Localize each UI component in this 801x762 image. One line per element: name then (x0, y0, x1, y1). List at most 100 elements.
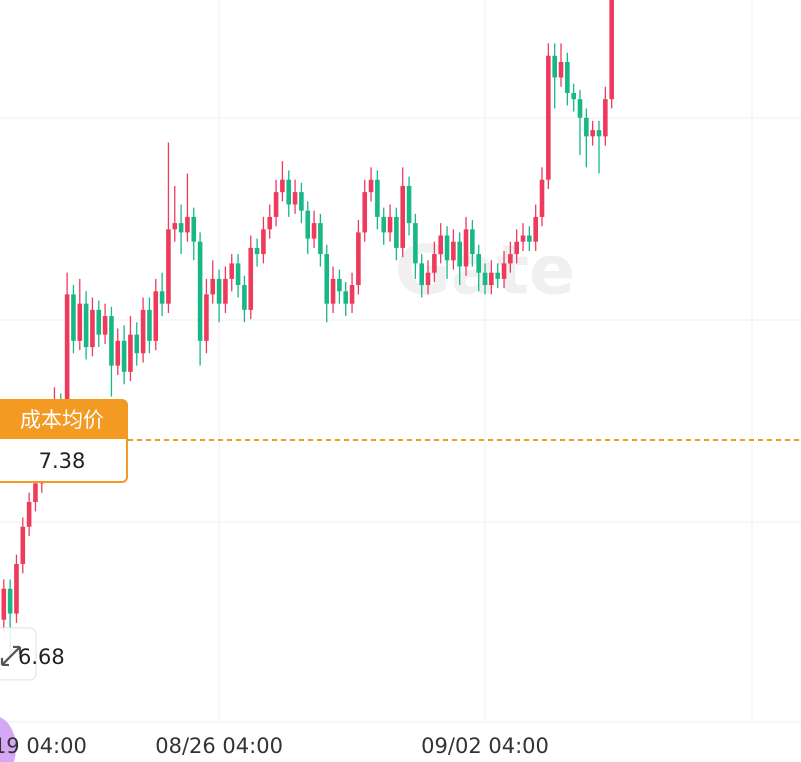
expand-icon (0, 645, 22, 667)
candle-body (172, 223, 178, 230)
candle-body (463, 229, 469, 267)
candle-body (539, 179, 545, 217)
candle-body (64, 294, 70, 419)
cost-label: 成本均价 (20, 408, 104, 432)
candle-body (121, 340, 127, 372)
candle-body (286, 179, 292, 205)
candle-body (77, 303, 83, 341)
candle-body (280, 179, 285, 193)
candle-body (115, 340, 121, 366)
candle-body (425, 272, 431, 286)
candle-body (330, 278, 336, 304)
candle-body (204, 294, 209, 341)
candle-body (489, 272, 494, 286)
candle-body (609, 0, 614, 100)
candle-body (508, 254, 513, 264)
candle-body (273, 192, 279, 217)
candle-body (140, 309, 146, 354)
candle-body (311, 223, 317, 239)
candle-body (159, 291, 165, 304)
candle-body (109, 316, 114, 366)
candle-body (242, 285, 247, 310)
candle-body (577, 99, 583, 118)
candle-body (33, 483, 38, 502)
candle-body (394, 216, 399, 248)
candle-body (254, 247, 260, 255)
candle-body (444, 235, 450, 261)
candle-body (166, 229, 171, 304)
candle-body (375, 179, 380, 217)
candle-body (470, 229, 475, 255)
candle-body (20, 526, 26, 564)
candle-body (324, 254, 330, 304)
candle-body (102, 316, 108, 335)
candle-body (387, 216, 393, 233)
candle-body (476, 254, 482, 273)
candle-body (235, 263, 241, 286)
candle-body (413, 223, 418, 264)
low-marker-value: 6.68 (18, 645, 65, 669)
candle-body (229, 263, 235, 279)
candle-body (7, 588, 13, 614)
candle-body (153, 291, 159, 341)
x-tick-label: 08/26 04:00 (155, 734, 283, 758)
candle-body (520, 235, 526, 242)
candle-body (527, 235, 532, 242)
x-tick-label: 09/02 04:00 (421, 734, 549, 758)
candle-body (349, 285, 355, 304)
avatar-blob (0, 717, 16, 762)
candle-body (584, 117, 589, 137)
candle-body (292, 192, 298, 205)
candle-body (318, 223, 323, 255)
candle-body (26, 501, 32, 527)
candle-body (337, 278, 342, 292)
candle-body (565, 61, 570, 93)
candle-body (451, 241, 456, 261)
candle-body (83, 303, 89, 348)
candle-body (495, 272, 500, 279)
candle-body (571, 92, 576, 100)
candle-body (305, 210, 311, 239)
x-tick-label: 08/19 04:00 (0, 734, 87, 758)
candle-body (552, 55, 557, 78)
candle-body (223, 278, 228, 304)
candle-body (362, 192, 368, 233)
candle-body (356, 232, 361, 286)
candle-body (381, 216, 387, 233)
candle-body (178, 223, 184, 233)
candle-body (128, 334, 133, 372)
candle-body (90, 309, 95, 348)
candle-body (368, 179, 374, 193)
cost-label-header (0, 400, 127, 440)
candle-body (533, 216, 538, 242)
candle-body (299, 192, 304, 211)
candle-body (248, 247, 254, 310)
candle-body (1, 588, 7, 620)
candle-body (514, 241, 519, 255)
candle-body (546, 55, 551, 180)
candle-body (482, 272, 488, 286)
candle-body (419, 263, 425, 286)
candle-body (71, 294, 76, 341)
candle-body (343, 291, 349, 304)
candle-body (14, 563, 19, 614)
candle-body (147, 309, 152, 341)
candle-body (501, 263, 507, 279)
candle-body (191, 216, 197, 242)
low-marker-box (0, 627, 37, 681)
candle-body (457, 241, 463, 267)
candle-body (185, 216, 190, 233)
candle-body (558, 61, 564, 78)
candle-body (216, 278, 222, 304)
candle-body (432, 254, 437, 273)
candle-body (596, 130, 602, 137)
candle-body (400, 185, 406, 248)
cost-value: 7.38 (39, 449, 86, 473)
candle-body (406, 185, 412, 224)
candle-body (197, 241, 203, 341)
candle-body (261, 229, 266, 255)
candle-body (210, 278, 216, 295)
candle-body (438, 235, 444, 255)
candle-body (267, 216, 273, 230)
